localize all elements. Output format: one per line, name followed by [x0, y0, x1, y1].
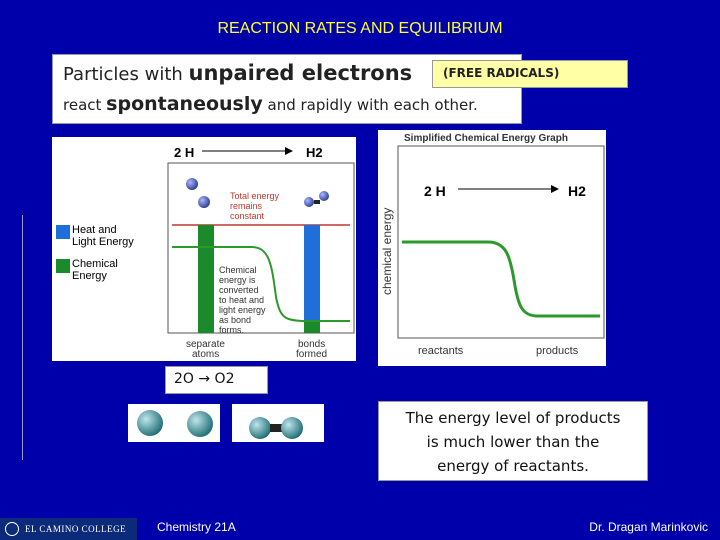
- intro-line-2: react spontaneously and rapidly with eac…: [63, 93, 478, 115]
- conclusion-line: energy of reactants.: [437, 457, 589, 475]
- oxygen-atoms-image: [128, 404, 220, 442]
- spontaneously-text: spontaneously: [106, 93, 263, 115]
- legend-heat-swatch: [56, 225, 70, 239]
- graph-title: Simplified Chemical Energy Graph: [404, 133, 568, 144]
- note-line: converted: [219, 285, 259, 295]
- oxygen-molecule-image: [232, 404, 324, 442]
- legend-heat-l1: Heat and: [72, 224, 117, 236]
- conclusion-line: is much lower than the: [426, 433, 600, 451]
- course-label: Chemistry 21A: [157, 520, 236, 534]
- slide-title: REACTION RATES AND EQUILIBRIUM: [217, 20, 503, 37]
- left-product-label: H2: [306, 145, 323, 160]
- chemical-energy-curve: [172, 246, 350, 322]
- chemical-energy-bar-left: [198, 225, 214, 333]
- legend-chem-swatch: [56, 259, 70, 273]
- author-label: Dr. Dragan Marinkovic: [589, 520, 708, 534]
- right-reactant-label: 2 H: [424, 183, 446, 199]
- molecule-atom-icon: [319, 191, 329, 201]
- x-label-atoms: atoms: [192, 349, 219, 360]
- intro-line-2-post: and rapidly with each other.: [262, 96, 478, 114]
- note-line: energy is: [219, 275, 256, 285]
- simplified-graph-svg: Simplified Chemical Energy Graph 2 H H2 …: [380, 133, 605, 357]
- left-reactant-label: 2 H: [174, 145, 194, 160]
- oxygen-atom-icon: [281, 417, 303, 439]
- x-label-reactants: reactants: [418, 345, 464, 357]
- x-label-formed: formed: [296, 349, 327, 360]
- molecule-atom-icon: [304, 197, 314, 207]
- oxygen-molecule-svg: [249, 417, 303, 439]
- note-line: to heat and: [219, 295, 264, 305]
- note-line: forms.: [219, 325, 244, 335]
- legend-chem-l2: Energy: [72, 270, 107, 282]
- intro-line-1: Particles with unpaired electrons: [63, 61, 412, 85]
- heat-energy-bar-right: [304, 225, 320, 321]
- legend-chem-l1: Chemical: [72, 258, 118, 270]
- oxygen-atom-icon: [249, 417, 271, 439]
- seal-icon: [5, 522, 19, 536]
- left-plot-frame: [167, 162, 355, 334]
- oxygen-atom-icon: [137, 410, 163, 436]
- simplified-energy-graph: Simplified Chemical Energy Graph 2 H H2 …: [378, 130, 606, 366]
- energy-curve: [402, 240, 600, 318]
- unpaired-electrons-text: unpaired electrons: [188, 61, 413, 85]
- y-axis-label: chemical energy: [380, 208, 394, 295]
- intro-line-1-text: Particles with: [63, 64, 189, 85]
- x-label-products: products: [536, 345, 579, 357]
- oxygen-atoms-svg: [137, 410, 213, 437]
- equation-box: 2O → O2: [165, 366, 268, 394]
- oxygen-atom-icon: [187, 411, 213, 437]
- note-line: light energy: [219, 305, 266, 315]
- note-line: as bond: [219, 315, 251, 325]
- x-label-bonds: bonds: [298, 339, 325, 350]
- chemical-energy-bar-right: [304, 321, 320, 333]
- converted-note: Chemical energy is converted to heat and…: [219, 265, 266, 335]
- x-label-separate: separate: [186, 339, 225, 350]
- atom-icon: [198, 196, 210, 208]
- energy-bar-figure: 2 H H2 Heat and Light Energy Chemical En…: [52, 137, 356, 361]
- college-logo-text: EL CAMINO COLLEGE: [25, 524, 127, 534]
- divider-line: [22, 215, 23, 460]
- total-energy-l2: remains: [230, 201, 263, 211]
- atom-icon: [186, 178, 198, 190]
- bond-icon: [270, 424, 282, 432]
- energy-bar-svg: 2 H H2 Heat and Light Energy Chemical En…: [56, 145, 355, 360]
- legend-heat-l2: Light Energy: [72, 236, 134, 248]
- free-radicals-label: (FREE RADICALS): [432, 60, 628, 88]
- total-energy-l3: constant: [230, 211, 265, 221]
- right-product-label: H2: [568, 183, 586, 199]
- intro-line-2-pre: react: [63, 96, 107, 114]
- note-line: Chemical: [219, 265, 257, 275]
- bond-icon: [314, 200, 320, 204]
- conclusion-line: The energy level of products: [405, 409, 621, 427]
- conclusion-box: The energy level of products is much low…: [378, 401, 648, 481]
- college-logo: EL CAMINO COLLEGE: [0, 518, 137, 540]
- total-energy-l1: Total energy: [230, 191, 280, 201]
- right-plot-frame: [397, 145, 605, 339]
